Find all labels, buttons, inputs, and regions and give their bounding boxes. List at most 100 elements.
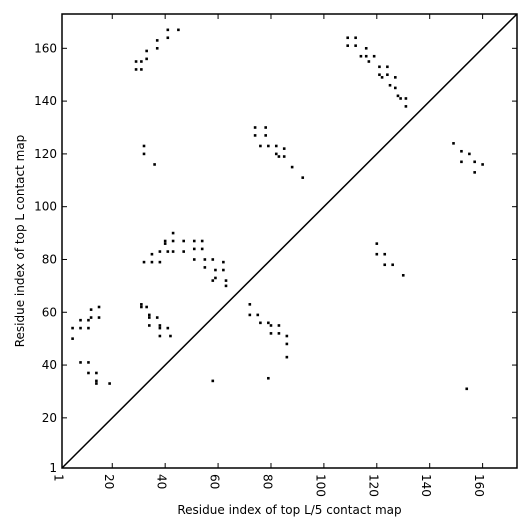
contact-point	[301, 176, 305, 179]
contact-point	[145, 305, 148, 309]
contact-point	[224, 284, 228, 288]
contact-point	[214, 276, 217, 280]
y-tick-label: 140	[34, 94, 57, 108]
contact-point	[134, 68, 138, 71]
contact-point	[259, 321, 262, 325]
x-tick-label: 160	[472, 474, 486, 497]
contact-point	[214, 268, 217, 272]
contact-point	[277, 155, 281, 158]
contact-point	[163, 242, 167, 245]
contact-point	[211, 379, 215, 383]
contact-point	[89, 308, 93, 311]
contact-point	[158, 260, 162, 264]
contact-point	[375, 252, 379, 256]
contact-point	[158, 334, 162, 338]
x-tick-label: 1	[52, 474, 66, 482]
contact-point	[166, 28, 170, 32]
x-tick-label: 40	[155, 474, 169, 489]
contact-point	[203, 266, 207, 269]
x-tick-label: 140	[419, 474, 433, 497]
contact-point	[473, 171, 476, 174]
contact-point	[134, 60, 138, 63]
contact-point	[391, 263, 394, 267]
contact-point	[282, 147, 286, 150]
contact-point	[386, 73, 389, 77]
contact-point	[148, 316, 151, 319]
contact-point	[211, 258, 215, 261]
contact-point	[171, 231, 175, 235]
y-axis-label: Residue index of top L contact map	[13, 135, 27, 348]
y-tick-label: 80	[42, 253, 57, 267]
y-tick-label: 100	[34, 200, 57, 214]
contact-point	[177, 28, 180, 32]
contact-point	[396, 94, 400, 98]
plot-frame	[61, 13, 518, 469]
contact-point	[460, 149, 463, 153]
x-tick-label: 100	[313, 474, 327, 497]
contact-point	[346, 44, 349, 47]
contact-point	[285, 342, 289, 346]
contact-point	[182, 239, 185, 243]
contact-points	[71, 28, 484, 391]
contact-point	[142, 152, 146, 156]
contact-point	[481, 163, 484, 166]
contact-point	[145, 49, 148, 53]
contact-point	[364, 47, 368, 50]
contact-point	[290, 165, 294, 169]
contact-point	[71, 337, 74, 340]
contact-point	[222, 260, 225, 264]
contact-point	[142, 260, 146, 264]
contact-point	[79, 361, 82, 364]
contact-point	[383, 252, 387, 256]
contact-point	[150, 260, 154, 264]
contact-point	[182, 250, 185, 253]
x-axis-label: Residue index of top L/5 contact map	[177, 503, 401, 517]
contact-point	[87, 371, 90, 375]
contact-point	[354, 36, 357, 40]
y-tick-label: 160	[34, 41, 57, 55]
contact-point	[264, 134, 267, 137]
contact-point	[95, 371, 98, 375]
contact-point	[259, 144, 262, 148]
contact-point	[378, 65, 381, 69]
contact-point	[346, 36, 349, 40]
contact-point	[155, 39, 159, 42]
x-tick-label: 120	[366, 474, 380, 497]
contact-point	[140, 305, 143, 309]
y-tick-label: 120	[34, 147, 57, 161]
contact-point	[465, 387, 469, 391]
contact-point	[200, 247, 204, 251]
contact-point	[269, 332, 273, 335]
contact-point	[200, 239, 204, 243]
contact-point	[169, 334, 172, 338]
contact-point	[87, 318, 90, 322]
contact-point	[274, 152, 278, 156]
contact-point	[267, 376, 270, 380]
contact-point	[95, 379, 98, 383]
axis-ticks: 1 20 40 60 80 100 120 140 1601204060801001201401…	[34, 14, 517, 497]
contact-point	[386, 65, 389, 69]
contact-point	[404, 105, 408, 108]
contact-point	[140, 68, 143, 71]
contact-point	[269, 324, 273, 327]
contact-point	[79, 326, 82, 330]
diagonal-line	[61, 13, 518, 469]
x-tick-label: 80	[261, 474, 275, 489]
contact-point	[158, 324, 162, 327]
contact-point	[394, 86, 397, 90]
contact-point	[148, 324, 151, 327]
y-tick-label: 1	[49, 461, 57, 475]
contact-point	[359, 54, 363, 58]
contact-point	[155, 316, 159, 319]
contact-point	[354, 44, 357, 47]
contact-point	[388, 83, 392, 87]
contact-point	[89, 316, 93, 319]
contact-point	[380, 76, 384, 79]
x-tick-label: 20	[102, 474, 116, 489]
y-tick-label: 20	[42, 411, 57, 425]
y-tick-label: 60	[42, 305, 57, 319]
contact-point	[468, 152, 471, 156]
y-tick-label: 40	[42, 358, 57, 372]
contact-point	[150, 252, 154, 256]
